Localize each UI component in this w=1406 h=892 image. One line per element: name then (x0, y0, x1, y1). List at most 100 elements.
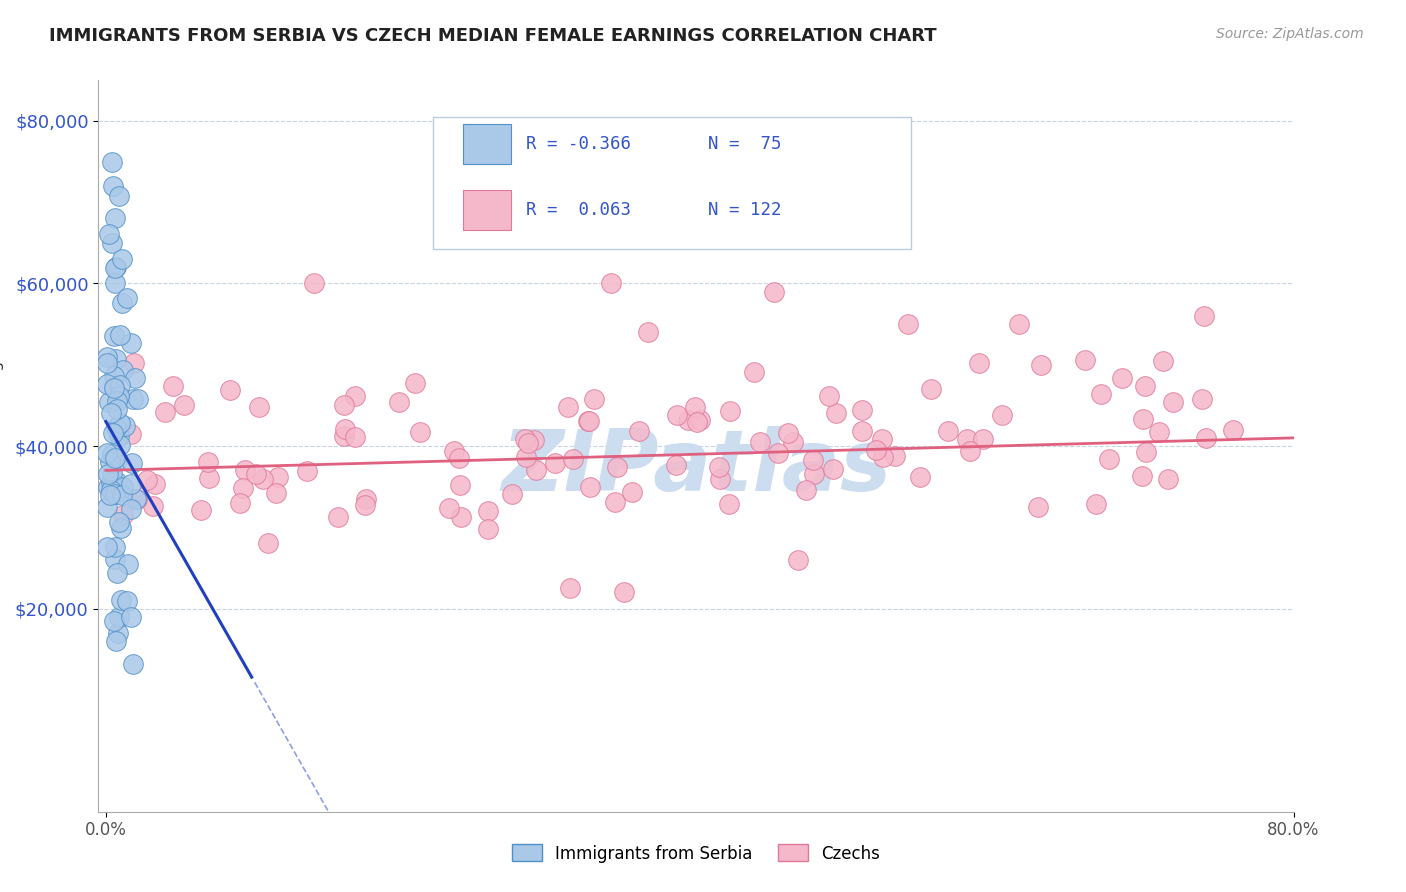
Point (101, 447, 124, 461)
Point (1026, 500, 1049, 515)
Point (114, 419, 136, 434)
Point (108, 327, 131, 342)
Point (354, 499, 377, 513)
Point (333, 398, 356, 412)
Point (1195, 431, 1218, 445)
Point (515, 432, 537, 446)
Point (110, 521, 132, 535)
Point (1152, 354, 1174, 368)
Point (101, 426, 124, 441)
Point (524, 463, 547, 477)
Point (515, 450, 537, 465)
Point (1222, 423, 1244, 437)
Point (232, 481, 254, 495)
Point (884, 449, 907, 463)
Point (1133, 379, 1156, 393)
Point (1157, 472, 1180, 486)
Point (872, 432, 894, 446)
Point (562, 451, 585, 466)
Point (328, 510, 350, 524)
Point (450, 510, 472, 524)
Point (101, 479, 124, 493)
Point (97, 467, 120, 481)
Point (111, 508, 134, 522)
Point (606, 460, 628, 475)
FancyBboxPatch shape (433, 117, 911, 249)
Point (967, 356, 990, 370)
Y-axis label: Median Female Earnings: Median Female Earnings (0, 352, 4, 540)
Point (1132, 468, 1154, 483)
Point (120, 476, 142, 491)
Point (447, 450, 470, 465)
Point (120, 502, 142, 516)
Text: N = 122: N = 122 (709, 201, 782, 219)
Point (333, 422, 356, 436)
Point (111, 252, 134, 267)
Point (111, 488, 134, 502)
Point (613, 585, 636, 599)
Point (621, 484, 644, 499)
Point (108, 377, 131, 392)
Point (105, 402, 128, 417)
Point (247, 400, 270, 414)
FancyBboxPatch shape (463, 190, 510, 230)
Point (101, 466, 124, 480)
Point (122, 356, 145, 370)
Text: Source: ZipAtlas.com: Source: ZipAtlas.com (1216, 27, 1364, 41)
Point (354, 492, 377, 507)
Point (105, 394, 128, 409)
Point (197, 455, 219, 469)
Point (104, 351, 127, 366)
Point (121, 456, 143, 470)
Point (523, 434, 546, 448)
Point (103, 614, 125, 628)
Point (1161, 395, 1184, 409)
Point (603, 495, 626, 509)
Point (100, 475, 122, 490)
Point (115, 594, 138, 608)
Point (1029, 358, 1052, 372)
Point (96, 351, 118, 365)
Point (794, 483, 817, 498)
Point (96, 500, 118, 514)
Point (127, 392, 149, 406)
Point (190, 503, 212, 517)
Point (676, 412, 699, 426)
Point (578, 480, 600, 494)
Point (896, 317, 918, 331)
Point (104, 260, 127, 275)
Point (443, 443, 465, 458)
FancyBboxPatch shape (463, 124, 510, 164)
Point (872, 450, 894, 465)
Point (388, 395, 411, 409)
Point (257, 535, 280, 549)
Point (709, 472, 731, 486)
Point (1135, 445, 1157, 459)
Point (516, 436, 538, 450)
Point (100, 483, 122, 498)
Point (776, 426, 799, 441)
Text: R = -0.366: R = -0.366 (526, 136, 631, 153)
Point (332, 429, 354, 443)
Point (818, 389, 841, 403)
Point (477, 504, 499, 518)
Point (959, 443, 981, 458)
Point (851, 424, 873, 438)
Point (851, 403, 873, 417)
Point (104, 450, 127, 465)
Point (801, 453, 824, 467)
Point (404, 376, 426, 391)
Legend: Immigrants from Serbia, Czechs: Immigrants from Serbia, Czechs (505, 838, 887, 869)
Point (103, 379, 125, 393)
Point (162, 379, 184, 393)
Point (121, 657, 143, 671)
Point (576, 414, 599, 428)
Point (96, 356, 118, 370)
Point (105, 475, 128, 490)
Point (117, 558, 139, 572)
Point (105, 455, 128, 469)
Text: ZIPatlas: ZIPatlas (501, 426, 891, 509)
Point (173, 398, 195, 412)
Point (748, 434, 770, 449)
Point (599, 277, 621, 291)
